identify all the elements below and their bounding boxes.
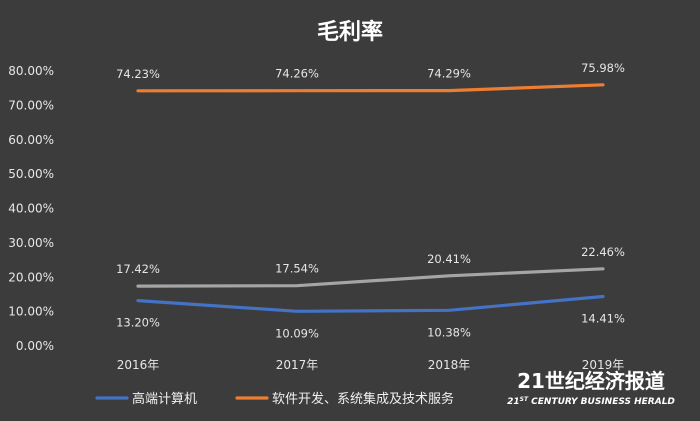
y-tick-label: 60.00% bbox=[8, 133, 54, 147]
data-label: 74.29% bbox=[427, 67, 471, 81]
legend-label-1: 软件开发、系统集成及技术服务 bbox=[272, 391, 454, 407]
y-tick-label: 0.00% bbox=[16, 339, 54, 353]
data-label: 13.20% bbox=[116, 316, 160, 330]
series-lines bbox=[136, 83, 605, 313]
series-line-1 bbox=[136, 83, 605, 93]
y-tick-label: 50.00% bbox=[8, 167, 54, 181]
data-label: 10.09% bbox=[275, 326, 319, 340]
x-tick-label: 2018年 bbox=[428, 358, 471, 372]
x-tick-label: 2019年 bbox=[582, 358, 625, 372]
watermark-main-text: 21世纪经济报道 bbox=[517, 369, 665, 393]
watermark-sub-text: 21ST CENTURY BUSINESS HERALD bbox=[507, 396, 675, 407]
data-label: 75.98% bbox=[581, 61, 625, 75]
data-label: 17.54% bbox=[275, 262, 319, 276]
series-line-0 bbox=[136, 294, 605, 313]
data-labels: 13.20% 10.09% 10.38% 14.41% 74.23% 74.26% 74.2… bbox=[116, 61, 625, 340]
legend-label-0: 高端计算机 bbox=[132, 391, 197, 407]
data-label: 74.26% bbox=[275, 67, 319, 81]
y-tick-label: 40.00% bbox=[8, 202, 54, 216]
x-tick-label: 2016年 bbox=[117, 358, 160, 372]
y-axis-ticks: 0.00% 10.00% 20.00% 30.00% 40.00% 50.00% 60.00… bbox=[8, 64, 54, 353]
data-label: 74.23% bbox=[116, 67, 160, 81]
watermark-logo: 21世纪经济报道 21ST CENTURY BUSINESS HERALD bbox=[507, 369, 675, 407]
data-label: 22.46% bbox=[581, 245, 625, 259]
data-label: 17.42% bbox=[116, 262, 160, 276]
chart-title: 毛利率 bbox=[317, 19, 383, 45]
legend: 高端计算机 软件开发、系统集成及技术服务 bbox=[95, 391, 454, 407]
data-label: 14.41% bbox=[581, 312, 625, 326]
y-tick-label: 80.00% bbox=[8, 64, 54, 78]
y-tick-label: 70.00% bbox=[8, 98, 54, 112]
x-axis-ticks: 2016年 2017年 2018年 2019年 bbox=[117, 358, 625, 372]
y-tick-label: 30.00% bbox=[8, 236, 54, 250]
y-tick-label: 20.00% bbox=[8, 270, 54, 284]
data-label: 10.38% bbox=[427, 325, 471, 339]
data-label: 20.41% bbox=[427, 252, 471, 266]
x-tick-label: 2017年 bbox=[276, 358, 319, 372]
series-line-2 bbox=[136, 267, 605, 288]
y-tick-label: 10.00% bbox=[8, 305, 54, 319]
